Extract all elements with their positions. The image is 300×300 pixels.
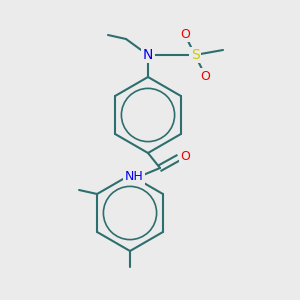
Text: NH: NH — [124, 170, 143, 184]
Text: S: S — [190, 48, 200, 62]
Text: O: O — [180, 149, 190, 163]
Text: O: O — [200, 70, 210, 83]
Text: O: O — [180, 28, 190, 40]
Text: N: N — [143, 48, 153, 62]
